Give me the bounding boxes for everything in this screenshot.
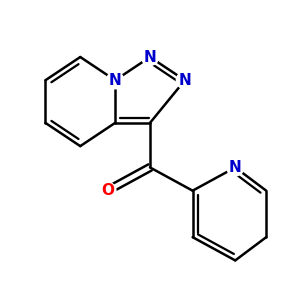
Text: N: N [144,50,156,64]
Circle shape [106,72,124,89]
Circle shape [99,182,116,199]
Circle shape [227,159,244,176]
Text: N: N [178,73,191,88]
Circle shape [176,72,194,89]
Text: O: O [101,183,114,198]
Text: N: N [109,73,122,88]
Circle shape [142,49,158,65]
Text: N: N [229,160,242,175]
